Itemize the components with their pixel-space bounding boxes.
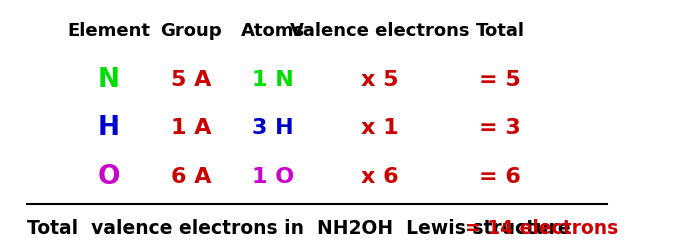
Text: Valence electrons: Valence electrons [291, 22, 470, 40]
Text: N: N [98, 66, 120, 93]
Text: Element: Element [67, 22, 150, 40]
Text: Group: Group [160, 22, 221, 40]
Text: x 5: x 5 [361, 70, 399, 90]
Text: 6 A: 6 A [170, 167, 211, 187]
Text: Atoms: Atoms [241, 22, 305, 40]
Text: H: H [98, 115, 120, 141]
Text: Total  valence electrons in  NH2OH  Lewis structure: Total valence electrons in NH2OH Lewis s… [26, 219, 576, 238]
Text: 3 H: 3 H [252, 118, 293, 138]
Text: x 6: x 6 [361, 167, 399, 187]
Text: = 6: = 6 [479, 167, 521, 187]
Text: = 5: = 5 [479, 70, 521, 90]
Text: = 3: = 3 [479, 118, 521, 138]
Text: 5 A: 5 A [170, 70, 211, 90]
Text: 1 A: 1 A [170, 118, 211, 138]
Text: 1 O: 1 O [252, 167, 294, 187]
Text: O: O [98, 164, 120, 190]
Text: = 14 electrons: = 14 electrons [465, 219, 619, 238]
Text: Total: Total [475, 22, 525, 40]
Text: x 1: x 1 [361, 118, 399, 138]
Text: 1 N: 1 N [252, 70, 294, 90]
